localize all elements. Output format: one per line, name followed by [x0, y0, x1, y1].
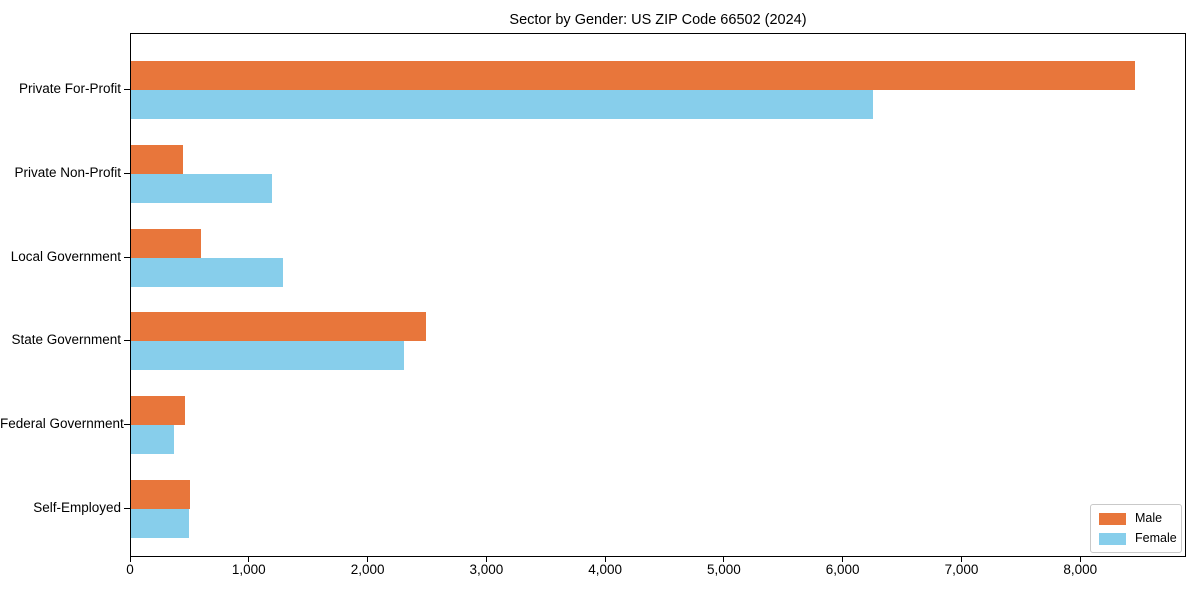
y-tick-label: Private For-Profit: [18, 81, 121, 96]
y-tick-label: Private Non-Profit: [14, 164, 121, 180]
x-tick-label: 6,000: [825, 562, 860, 577]
x-tick-label: 0: [126, 562, 134, 577]
bar-female-state-government: [131, 341, 405, 371]
y-tick-mark: [124, 424, 130, 426]
legend-label: Female: [1135, 531, 1177, 545]
bar-male-local-government: [131, 228, 202, 258]
x-tick-mark: [485, 557, 487, 562]
bar-male-state-government: [131, 312, 426, 342]
x-tick-label: 1,000: [231, 562, 266, 577]
y-tick-label: Federal Government: [0, 416, 124, 432]
x-tick-mark: [367, 557, 369, 562]
x-tick-label: 8,000: [1063, 562, 1098, 577]
bar-female-private-non-profit: [131, 173, 273, 203]
x-tick-mark: [604, 557, 606, 562]
y-tick-mark: [124, 340, 130, 342]
y-tick-mark: [124, 508, 130, 509]
bar-female-self-employed: [131, 509, 189, 538]
x-tick-mark: [1079, 557, 1081, 562]
bar-male-private-for-profit: [131, 61, 1135, 90]
bar-female-local-government: [131, 257, 283, 287]
x-tick-label: 2,000: [350, 562, 385, 577]
bar-female-federal-government: [131, 425, 175, 455]
bar-female-private-for-profit: [131, 90, 874, 119]
legend-label: Male: [1135, 511, 1163, 525]
x-tick-label: 3,000: [469, 562, 504, 577]
legend-swatch-male: [1099, 512, 1126, 525]
x-tick-mark: [129, 557, 131, 562]
y-tick-mark: [124, 89, 130, 90]
x-tick-label: 4,000: [588, 562, 622, 577]
y-tick-mark: [124, 172, 130, 174]
y-tick-label: Self-Employed: [33, 500, 121, 515]
legend-item-male: Male: [1099, 512, 1173, 525]
x-tick-mark: [842, 557, 844, 562]
bar-male-federal-government: [131, 396, 185, 426]
x-tick-label: 5,000: [706, 562, 741, 577]
chart-title: Sector by Gender: US ZIP Code 66502 (202…: [509, 12, 807, 28]
legend-swatch-female: [1099, 532, 1126, 545]
plot-area: [130, 33, 1186, 557]
y-tick-label: Local Government: [10, 248, 121, 264]
x-tick-label: 7,000: [944, 562, 979, 577]
bar-male-self-employed: [131, 480, 191, 509]
legend-item-female: Female: [1099, 532, 1177, 545]
x-tick-mark: [248, 557, 250, 562]
y-tick-label: State Government: [11, 332, 121, 348]
y-tick-mark: [124, 256, 130, 258]
legend: Male Female: [1090, 504, 1182, 553]
x-tick-mark: [961, 557, 962, 562]
x-tick-mark: [723, 557, 725, 562]
bar-male-private-non-profit: [131, 144, 184, 174]
